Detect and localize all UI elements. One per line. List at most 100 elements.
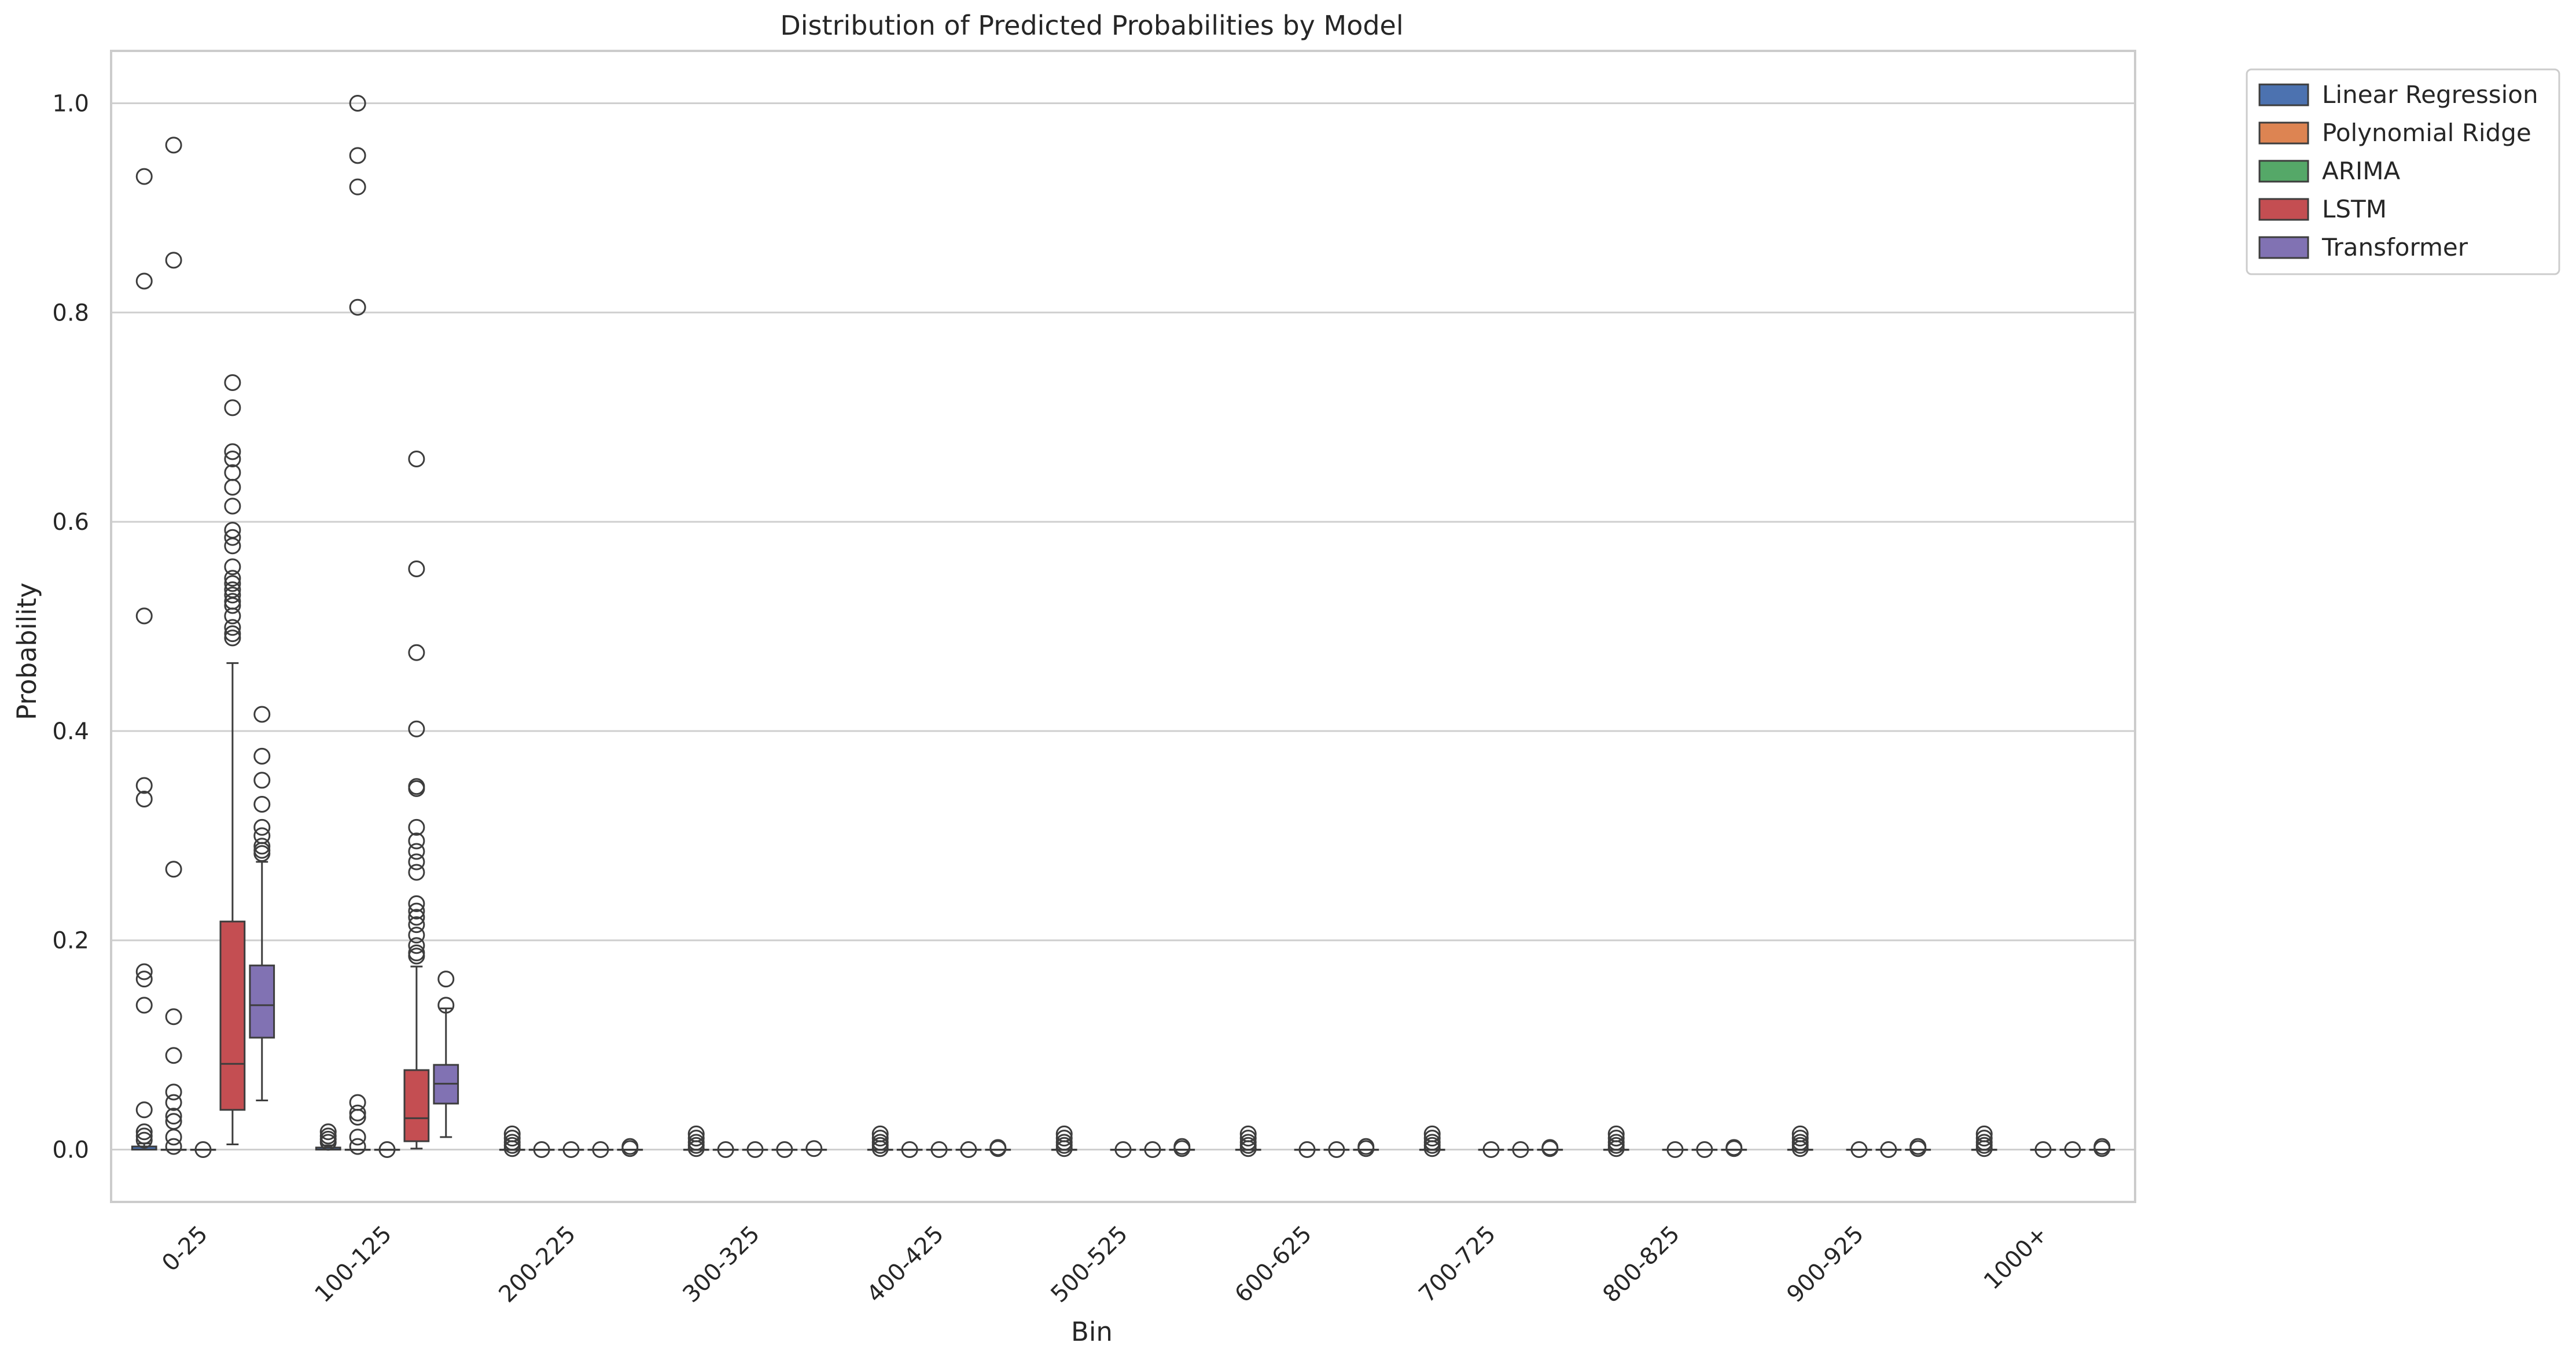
- box-lstm: [1875, 1141, 1902, 1159]
- box-layer: [131, 94, 2115, 1159]
- box-transformer: [249, 706, 275, 1102]
- outlier-point: [1055, 1130, 1073, 1147]
- outlier-point: [224, 625, 241, 643]
- outlier-point: [408, 451, 425, 468]
- box-arima: [374, 1141, 400, 1159]
- outlier-point: [408, 720, 425, 737]
- box-linear-regression: [499, 1125, 525, 1157]
- box-lstm: [1691, 1141, 1718, 1159]
- outlier-point: [1328, 1141, 1345, 1159]
- outlier-point: [408, 927, 425, 944]
- box-arima: [1294, 1141, 1320, 1159]
- outlier-point: [224, 478, 241, 496]
- outlier-point: [349, 178, 366, 196]
- outlier-point: [408, 832, 425, 850]
- y-tick-label: 1.0: [52, 90, 89, 117]
- outlier-point: [224, 451, 241, 468]
- box-transformer: [1721, 1139, 1747, 1157]
- outlier-point: [1357, 1140, 1375, 1157]
- outlier-point: [165, 861, 182, 878]
- outlier-point: [1512, 1141, 1529, 1159]
- outlier-point: [349, 1138, 366, 1155]
- outlier-point: [1144, 1141, 1161, 1159]
- outlier-point: [408, 947, 425, 965]
- outlier-point: [135, 1123, 153, 1141]
- outlier-point: [135, 791, 153, 807]
- box-linear-regression: [867, 1125, 893, 1157]
- outlier-point: [1880, 1141, 1897, 1159]
- box-arima: [1478, 1141, 1504, 1159]
- outlier-point: [960, 1141, 977, 1159]
- outlier-point: [1607, 1130, 1625, 1147]
- box-lstm: [403, 451, 430, 1150]
- outlier-point: [1975, 1140, 1993, 1157]
- outlier-point: [901, 1141, 918, 1159]
- outlier-point: [1423, 1130, 1441, 1147]
- box-linear-regression: [1787, 1125, 1813, 1157]
- outlier-point: [408, 818, 425, 836]
- outlier-point: [562, 1141, 580, 1159]
- outlier-point: [1239, 1140, 1257, 1157]
- outlier-point: [1541, 1140, 1559, 1157]
- box-linear-regression: [1235, 1125, 1261, 1157]
- outlier-point: [349, 298, 366, 316]
- box-linear-regression: [1051, 1125, 1077, 1157]
- outlier-point: [349, 147, 366, 164]
- outlier-point: [224, 529, 241, 546]
- legend-swatch: [2258, 198, 2309, 221]
- outlier-point: [135, 963, 153, 980]
- box-linear-regression: [1419, 1125, 1445, 1157]
- outlier-point: [930, 1141, 948, 1159]
- legend-swatch: [2258, 83, 2309, 106]
- box-linear-regression: [131, 168, 157, 1151]
- outlier-point: [165, 1128, 182, 1146]
- outlier-point: [2034, 1141, 2052, 1159]
- box-lstm: [1323, 1141, 1350, 1159]
- legend-label: Transformer: [2321, 233, 2468, 261]
- box-transformer: [801, 1140, 827, 1157]
- legend-label: Linear Regression: [2322, 80, 2538, 109]
- outlier-point: [1298, 1141, 1316, 1159]
- outlier-point: [349, 1108, 366, 1126]
- outlier-point: [687, 1130, 705, 1147]
- outlier-point: [165, 1108, 182, 1125]
- box-lstm: [771, 1141, 798, 1159]
- outlier-point: [319, 1134, 337, 1151]
- box-lstm: [219, 374, 246, 1145]
- outlier-point: [1791, 1130, 1809, 1147]
- outlier-point: [1114, 1141, 1132, 1159]
- outlier-point: [253, 838, 271, 855]
- outlier-point: [1725, 1140, 1743, 1157]
- outlier-point: [165, 1138, 182, 1155]
- outlier-point: [165, 252, 182, 269]
- outlier-point: [224, 619, 241, 636]
- legend-swatch: [2258, 236, 2309, 259]
- outlier-point: [805, 1140, 823, 1157]
- outlier-point: [1666, 1141, 1684, 1159]
- outlier-point: [253, 747, 271, 765]
- box-transformer: [617, 1138, 643, 1157]
- box-arima: [1662, 1141, 1688, 1159]
- outlier-point: [224, 607, 241, 625]
- outlier-point: [408, 902, 425, 920]
- box-linear-regression: [315, 1123, 341, 1151]
- outlier-point: [1607, 1140, 1625, 1157]
- box-polynomial-ridge: [712, 1141, 739, 1159]
- outlier-point: [224, 597, 241, 614]
- legend-swatch: [2258, 121, 2309, 145]
- outlier-point: [224, 587, 241, 604]
- legend-label: LSTM: [2322, 195, 2387, 223]
- y-tick-label: 0.6: [52, 509, 89, 536]
- outlier-point: [224, 570, 241, 587]
- box-transformer: [1905, 1138, 1931, 1157]
- box-arima: [2030, 1141, 2056, 1159]
- outlier-point: [533, 1141, 550, 1159]
- legend-label: Polynomial Ridge: [2322, 119, 2531, 147]
- outlier-point: [871, 1130, 889, 1147]
- outlier-point: [2064, 1141, 2081, 1159]
- box-transformer: [2089, 1138, 2115, 1157]
- chart-title: Distribution of Predicted Probabilities …: [780, 10, 1403, 41]
- outlier-point: [408, 937, 425, 954]
